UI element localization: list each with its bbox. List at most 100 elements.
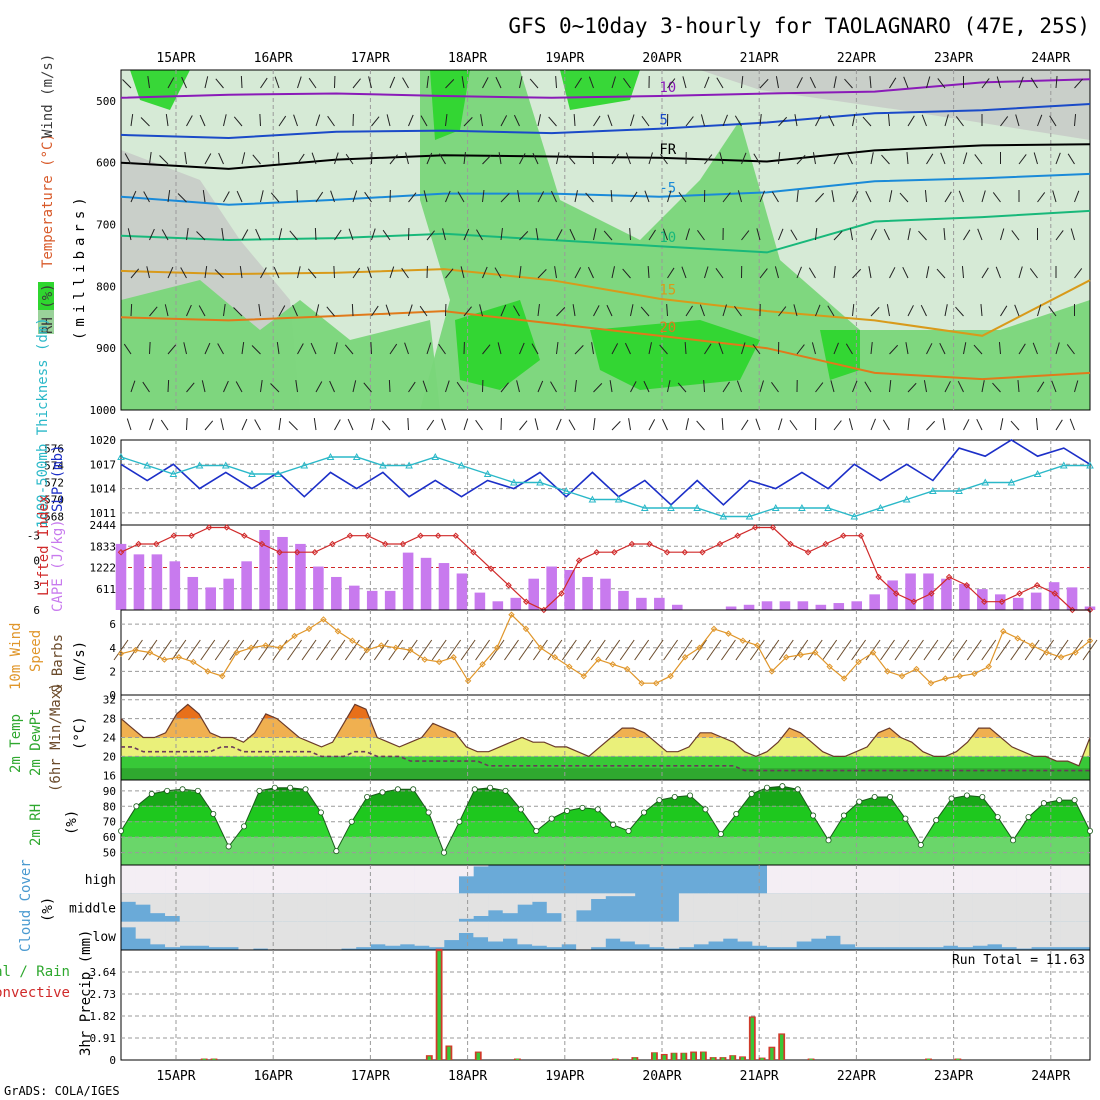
cloud-axis-labels: Cloud Cover (%)	[18, 859, 56, 952]
cape-bar	[331, 576, 342, 610]
label-cloud: Cloud Cover	[18, 859, 34, 952]
wind-barb	[1010, 420, 1020, 431]
temp-axis-labels: 2m Temp 2m DewPt (6hr Min/Max) (°C)	[8, 682, 88, 792]
rh-band	[121, 837, 1090, 865]
wind-barb	[611, 76, 616, 89]
label-precip-b: Convective	[0, 985, 70, 1001]
wind-barb	[251, 345, 261, 355]
wind10-barb	[880, 639, 895, 661]
wind-barb	[630, 304, 634, 317]
wind-barb	[756, 228, 761, 241]
date-label-top: 24APR	[1031, 51, 1070, 66]
wind-barb	[288, 421, 298, 431]
wind10-point	[262, 642, 269, 649]
cape-bar	[169, 561, 181, 610]
rh-point	[917, 841, 924, 848]
wind-barb	[495, 76, 502, 89]
rh-point	[164, 787, 171, 794]
wind-barb	[625, 152, 631, 165]
cape-bar	[636, 597, 647, 610]
rh-point	[317, 809, 324, 816]
rh-point	[733, 811, 740, 818]
date-label-bottom: 15APR	[156, 1069, 195, 1084]
wind-barb	[500, 193, 510, 203]
wind-barb	[815, 382, 824, 393]
wind-barb	[606, 304, 613, 317]
wind-barb	[463, 117, 473, 127]
label-rh: RH (%)	[40, 283, 56, 334]
wind-barb	[407, 417, 409, 431]
wind-barb	[1029, 268, 1038, 279]
lifted-point	[928, 590, 935, 597]
wind10-barb	[258, 639, 274, 661]
cloud-gap	[165, 893, 181, 916]
isotherm-label: 20	[659, 320, 676, 336]
thickness-point	[1059, 461, 1068, 469]
cloud-gap	[517, 921, 533, 945]
wind-barb	[918, 230, 927, 241]
wind-barb	[184, 152, 187, 165]
wind10-barb	[735, 639, 751, 661]
wind-barb	[240, 75, 243, 89]
wind-barb	[241, 229, 249, 241]
wind-barb	[568, 419, 576, 431]
wind-barb	[715, 267, 724, 279]
wind-barb	[944, 381, 951, 393]
cloud-gap	[429, 921, 445, 948]
thickness-point	[850, 512, 859, 520]
wind-barb	[405, 152, 409, 165]
date-label-top: 15APR	[156, 51, 195, 66]
wind10-barb	[301, 639, 317, 661]
wind-barb	[944, 114, 949, 127]
precip-conv-bar	[427, 1056, 431, 1060]
wind-barb	[907, 115, 915, 127]
wind-barb	[883, 228, 890, 241]
wind-barb	[297, 153, 305, 165]
wind-barb	[833, 153, 840, 165]
cape-bar	[151, 554, 163, 610]
wind10-point	[840, 675, 848, 682]
cloud-gap	[1016, 865, 1032, 894]
cloud-gap	[150, 865, 166, 894]
cloud-gap	[473, 865, 489, 867]
wind-barb	[1018, 266, 1023, 279]
wind-barb	[130, 268, 140, 279]
wind-barb	[741, 419, 749, 431]
wind-barb	[963, 229, 971, 241]
wind-barb	[1032, 342, 1038, 355]
wind-barb	[939, 342, 946, 355]
wind-barb	[1048, 306, 1057, 317]
wind-barb	[796, 266, 802, 279]
cloud-gap	[135, 921, 151, 939]
wind-barb	[537, 304, 540, 317]
wind-barb	[364, 191, 372, 203]
rh-point	[963, 792, 970, 799]
cloud-gap	[649, 921, 665, 948]
wind10-point	[1028, 642, 1036, 649]
wind-barb	[864, 381, 872, 393]
cloud-gap	[355, 865, 371, 894]
wind-barb	[327, 115, 335, 127]
cloud-gap	[385, 893, 401, 922]
wind10-barb	[909, 639, 924, 661]
precip-conv-bar	[780, 1034, 784, 1060]
wind-barb	[297, 343, 304, 355]
wind-barb	[352, 380, 357, 393]
cloud-gap	[678, 921, 694, 948]
label-precip-unit: 3hr Precip (mm)	[78, 930, 94, 1056]
wind10-barb	[1024, 639, 1040, 661]
rh-point	[979, 794, 986, 801]
wind-barb	[535, 228, 539, 241]
wind-barb	[186, 115, 193, 127]
rh-point	[764, 784, 771, 791]
cloud-gap	[179, 921, 195, 946]
rh-point	[364, 794, 371, 801]
date-label-top: 18APR	[448, 51, 487, 66]
wind-barb	[500, 115, 508, 127]
wind-barb	[259, 113, 261, 127]
wind-barb	[591, 342, 594, 355]
lifted-point	[364, 532, 371, 539]
thickness-tick: 574	[44, 460, 64, 473]
wind-barb	[529, 78, 539, 89]
lifted-point	[223, 524, 230, 531]
